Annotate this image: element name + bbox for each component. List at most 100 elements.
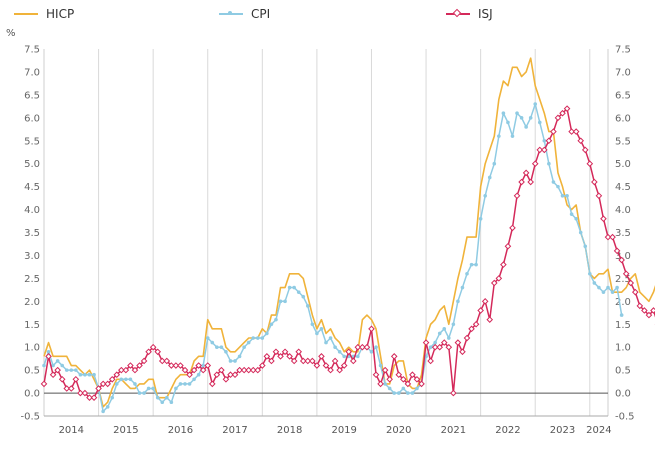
data-point-isj [259, 362, 266, 369]
data-point-isj [368, 325, 375, 333]
data-point-cpi [237, 354, 242, 359]
x-tick-label: 2021 [441, 425, 466, 436]
data-point-cpi [342, 354, 346, 359]
data-point-cpi [619, 313, 624, 317]
data-point-isj [322, 362, 330, 369]
data-point-cpi [392, 391, 397, 395]
y-tick-label-left: -0.5 [20, 412, 40, 423]
data-point-cpi [356, 354, 360, 359]
data-point-isj [609, 233, 616, 241]
legend-swatch-cpi [219, 11, 243, 15]
data-point-cpi [87, 372, 92, 377]
y-tick-label-right: 6.5 [615, 90, 631, 101]
data-point-cpi [337, 349, 342, 354]
legend-item-hicp[interactable]: HICP [14, 4, 74, 24]
data-point-isj [354, 343, 362, 351]
data-point-isj [390, 353, 398, 360]
data-point-isj [404, 380, 412, 388]
data-point-cpi [447, 336, 451, 340]
data-point-isj [104, 380, 111, 388]
data-point-cpi [578, 230, 583, 235]
y-tick-label-left: 4.5 [24, 182, 40, 193]
data-point-isj [231, 371, 239, 379]
y-tick-label-left: 0.5 [24, 366, 40, 377]
data-point-isj [568, 128, 575, 135]
data-point-isj [54, 366, 61, 374]
data-point-isj [45, 353, 52, 360]
data-point-cpi [265, 331, 269, 336]
data-point-isj [363, 343, 371, 351]
y-tick-label-left: 1.0 [24, 343, 40, 354]
y-tick-label-right: 2.5 [615, 274, 631, 285]
data-point-cpi [528, 116, 533, 120]
data-point-cpi [60, 363, 64, 368]
data-point-isj [377, 380, 384, 388]
y-tick-label-left: 3.5 [24, 228, 40, 239]
data-point-isj [572, 128, 580, 135]
data-point-cpi [547, 161, 551, 166]
data-point-cpi [74, 368, 78, 372]
data-point-isj [304, 357, 312, 365]
data-point-isj [227, 371, 234, 379]
data-point-isj [645, 311, 653, 319]
x-tick-label: 2018 [277, 425, 302, 436]
data-point-cpi [465, 271, 469, 276]
data-point-cpi [287, 285, 292, 290]
data-point-isj [40, 380, 48, 388]
data-point-cpi [105, 405, 110, 409]
data-point-isj [236, 366, 243, 374]
data-point-isj [340, 362, 348, 369]
data-point-isj [604, 233, 612, 241]
x-tick-label: 2022 [495, 425, 520, 436]
legend-item-cpi[interactable]: CPI [219, 4, 270, 24]
data-point-cpi [515, 111, 519, 116]
data-point-isj [591, 178, 598, 186]
circle-marker-icon [228, 11, 232, 15]
x-tick-label: 2015 [113, 425, 138, 436]
data-point-isj [422, 339, 430, 346]
data-point-cpi [301, 294, 306, 299]
data-point-isj [299, 357, 307, 365]
y-tick-label-left: 6.0 [24, 113, 40, 124]
data-point-isj [559, 109, 566, 117]
x-tick-label: 2016 [168, 425, 193, 436]
data-point-cpi [151, 386, 155, 391]
data-point-isj [245, 366, 252, 374]
data-point-cpi [201, 363, 205, 368]
data-point-isj [531, 160, 539, 167]
y-tick-label-right: 2.0 [615, 297, 631, 308]
data-point-cpi [83, 372, 87, 377]
y-tick-label-right: -0.5 [615, 412, 635, 423]
data-point-cpi [601, 290, 606, 294]
data-point-isj [77, 389, 84, 397]
data-point-isj [172, 362, 180, 369]
data-point-isj [145, 348, 152, 356]
data-point-cpi [255, 336, 260, 340]
data-point-isj [154, 348, 162, 356]
data-point-isj [477, 307, 484, 314]
data-point-cpi [437, 331, 442, 336]
data-point-isj [509, 224, 516, 232]
data-point-isj [490, 279, 498, 287]
data-point-cpi [119, 377, 124, 382]
data-point-isj [277, 353, 284, 360]
data-point-cpi [442, 327, 447, 331]
data-point-isj [563, 105, 571, 112]
data-point-cpi [110, 395, 115, 400]
data-point-cpi [492, 161, 497, 166]
data-point-cpi [69, 368, 74, 372]
data-point-isj [459, 348, 466, 356]
data-point-isj [204, 362, 212, 369]
data-point-isj [486, 316, 494, 323]
y-tick-label-left: 5.0 [24, 159, 40, 170]
y-tick-label-right: 4.5 [615, 182, 631, 193]
legend-item-isj[interactable]: ISJ [446, 4, 493, 24]
data-point-isj [622, 270, 630, 278]
data-point-cpi [192, 377, 196, 382]
data-point-isj [149, 343, 157, 351]
data-point-isj [440, 339, 448, 346]
data-point-cpi [556, 184, 560, 189]
data-point-cpi [292, 285, 296, 290]
data-point-isj [108, 375, 116, 383]
data-point-isj [218, 366, 225, 374]
